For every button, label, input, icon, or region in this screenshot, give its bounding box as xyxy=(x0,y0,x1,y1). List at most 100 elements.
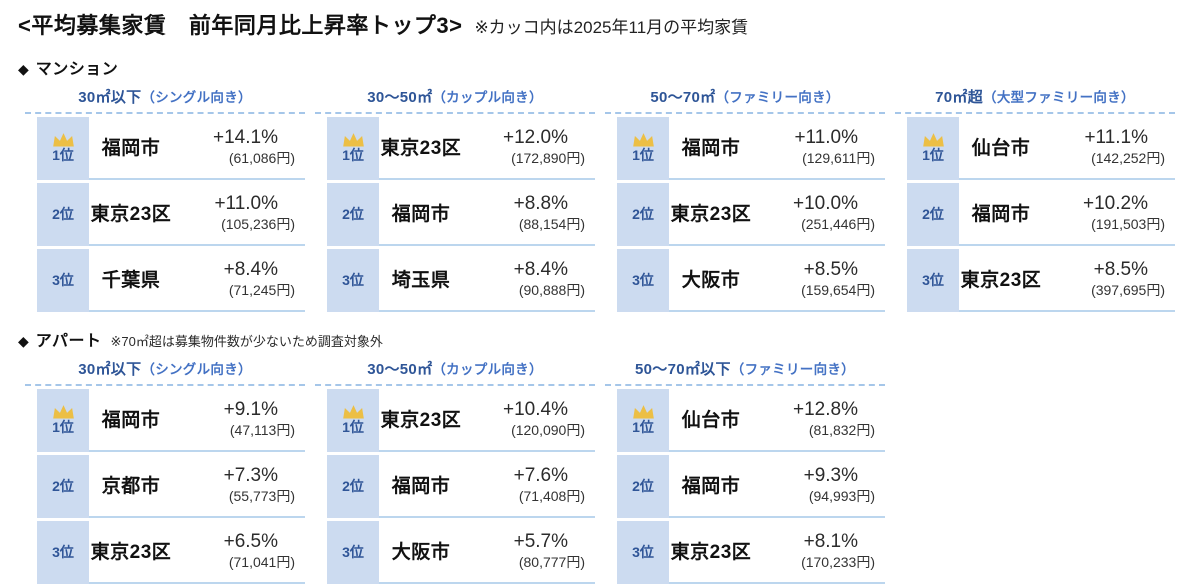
average-rent: (397,695円) xyxy=(1091,281,1165,298)
rank-cell: 2位 xyxy=(617,455,669,518)
figure-title-row: <平均募集家賃 前年同月比上昇率トップ3> ※カッコ内は2025年11月の平均家… xyxy=(18,8,1186,40)
area-name: 仙台市 xyxy=(681,409,741,431)
rank-row: 2位 福岡市 +8.8% (88,154円) xyxy=(315,180,595,246)
rank-row-body: 東京23区 +11.0% (105,236円) xyxy=(89,180,305,246)
area-name: 福岡市 xyxy=(101,409,161,431)
figure-title-note: ※カッコ内は2025年11月の平均家賃 xyxy=(474,18,749,37)
column-audience-label: （大型ファミリー向き） xyxy=(983,90,1135,105)
rank-cell: 1位 xyxy=(37,389,89,452)
rank-row: 3位 千葉県 +8.4% (71,245円) xyxy=(25,246,305,312)
yoy-rate: +9.3% xyxy=(803,464,858,486)
yoy-rate: +8.4% xyxy=(223,258,278,280)
value-block: +10.4% (120,090円) xyxy=(463,400,595,437)
rank-row: 3位 大阪市 +5.7% (80,777円) xyxy=(315,518,595,584)
size-category-column: 70㎡超（大型ファミリー向き） 1位 仙台市 +11.1% (142,252円) 2位 福岡… xyxy=(895,86,1175,312)
rank-cell: 1位 xyxy=(327,117,379,180)
rank-row: 2位 福岡市 +7.6% (71,408円) xyxy=(315,452,595,518)
crown-icon xyxy=(341,132,366,147)
rank-cell: 1位 xyxy=(617,389,669,452)
rank-label: 2位 xyxy=(52,205,74,222)
column-header: 70㎡超（大型ファミリー向き） xyxy=(895,86,1175,114)
average-rent: (159,654円) xyxy=(801,281,875,298)
yoy-rate: +10.2% xyxy=(1083,192,1148,214)
average-rent: (71,245円) xyxy=(228,281,295,298)
value-block: +6.5% (71,041円) xyxy=(173,532,305,569)
value-block: +10.0% (251,446円) xyxy=(753,194,885,231)
average-rent: (81,832円) xyxy=(808,421,875,438)
rank-label: 3位 xyxy=(52,543,74,560)
value-block: +8.4% (71,245円) xyxy=(173,260,305,297)
area-name: 大阪市 xyxy=(681,269,741,291)
rank-row-body: 京都市 +7.3% (55,773円) xyxy=(89,452,305,518)
area-name: 福岡市 xyxy=(101,137,161,159)
crown-icon xyxy=(341,404,366,419)
average-rent: (71,041円) xyxy=(228,553,295,570)
rank-row: 3位 大阪市 +8.5% (159,654円) xyxy=(605,246,885,312)
area-name: 東京23区 xyxy=(90,541,172,563)
diamond-icon: ◆ xyxy=(18,333,29,349)
rank-row-body: 埼玉県 +8.4% (90,888円) xyxy=(379,246,595,312)
yoy-rate: +11.1% xyxy=(1084,126,1148,148)
rank-row-body: 東京23区 +6.5% (71,041円) xyxy=(89,518,305,584)
size-category-column: 50〜70㎡（ファミリー向き） 1位 福岡市 +11.0% (129,611円) 2位 東京… xyxy=(605,86,885,312)
rank-row-body: 福岡市 +9.3% (94,993円) xyxy=(669,452,885,518)
value-block: +14.1% (61,086円) xyxy=(173,128,305,165)
rank-row: 1位 東京23区 +12.0% (172,890円) xyxy=(315,114,595,180)
size-category-column: 50〜70㎡以下（ファミリー向き） 1位 仙台市 +12.8% (81,832円) 2位福… xyxy=(605,358,885,584)
size-category-column: 30〜50㎡（カップル向き） 1位 東京23区 +12.0% (172,890円) 2位福… xyxy=(315,86,595,312)
column-header: 50〜70㎡以下（ファミリー向き） xyxy=(605,358,885,386)
value-block: +11.0% (129,611円) xyxy=(753,128,885,165)
average-rent: (55,773円) xyxy=(228,487,295,504)
area-name: 埼玉県 xyxy=(391,269,451,291)
column-size-label: 30㎡以下 xyxy=(78,89,142,106)
average-rent: (142,252円) xyxy=(1091,149,1165,166)
column-size-label: 50〜70㎡以下 xyxy=(635,361,731,378)
rank-row-body: 東京23区 +8.5% (397,695円) xyxy=(959,246,1175,312)
area-name: 東京23区 xyxy=(380,409,462,431)
area-name: 東京23区 xyxy=(670,203,752,225)
value-block: +8.8% (88,154円) xyxy=(463,194,595,231)
rank-cell: 2位 xyxy=(617,183,669,246)
rank-row: 1位 東京23区 +10.4% (120,090円) xyxy=(315,386,595,452)
rank-row: 1位 福岡市 +11.0% (129,611円) xyxy=(605,114,885,180)
column-size-label: 30〜50㎡ xyxy=(367,361,433,378)
rank-row-body: 福岡市 +7.6% (71,408円) xyxy=(379,452,595,518)
rank-row-body: 東京23区 +10.0% (251,446円) xyxy=(669,180,885,246)
diamond-icon: ◆ xyxy=(18,61,29,77)
rank-cell: 3位 xyxy=(37,249,89,312)
value-block: +10.2% (191,503円) xyxy=(1043,194,1175,231)
apartment-columns: 30㎡以下（シングル向き） 1位 福岡市 +9.1% (47,113円) 2位 京都市 +7.… xyxy=(25,358,1186,584)
yoy-rate: +5.7% xyxy=(513,530,568,552)
rank-label: 3位 xyxy=(52,271,74,288)
average-rent: (170,233円) xyxy=(801,553,875,570)
column-header: 30㎡以下（シングル向き） xyxy=(25,358,305,386)
average-rent: (88,154円) xyxy=(518,215,585,232)
yoy-rate: +10.4% xyxy=(503,398,568,420)
crown-icon xyxy=(631,404,656,419)
rank-cell: 3位 xyxy=(37,521,89,584)
section-header: ◆ アパート ※70㎡超は募集物件数が少ないため調査対象外 xyxy=(18,327,1186,351)
column-audience-label: （シングル向き） xyxy=(141,362,252,377)
column-header: 50〜70㎡（ファミリー向き） xyxy=(605,86,885,114)
rank-cell: 3位 xyxy=(327,521,379,584)
rank-label: 3位 xyxy=(632,543,654,560)
size-category-column: 30〜50㎡（カップル向き） 1位 東京23区 +10.4% (120,090円) 2位福… xyxy=(315,358,595,584)
value-block: +7.3% (55,773円) xyxy=(173,466,305,503)
rank-cell: 3位 xyxy=(617,521,669,584)
rank-row-body: 東京23区 +8.1% (170,233円) xyxy=(669,518,885,584)
section-header: ◆ マンション xyxy=(18,55,1186,79)
rank-row: 2位 東京23区 +10.0% (251,446円) xyxy=(605,180,885,246)
rank-row-body: 東京23区 +10.4% (120,090円) xyxy=(379,386,595,452)
value-block: +12.8% (81,832円) xyxy=(753,400,885,437)
rank-label: 3位 xyxy=(632,271,654,288)
column-audience-label: （ファミリー向き） xyxy=(715,90,840,105)
column-header: 30〜50㎡（カップル向き） xyxy=(315,358,595,386)
average-rent: (191,503円) xyxy=(1091,215,1165,232)
rank-row-body: 福岡市 +9.1% (47,113円) xyxy=(89,386,305,452)
average-rent: (105,236円) xyxy=(221,215,295,232)
area-name: 東京23区 xyxy=(90,203,172,225)
value-block: +12.0% (172,890円) xyxy=(463,128,595,165)
yoy-rate: +12.8% xyxy=(793,398,858,420)
rank-row-body: 福岡市 +14.1% (61,086円) xyxy=(89,114,305,180)
value-block: +11.1% (142,252円) xyxy=(1043,128,1175,165)
